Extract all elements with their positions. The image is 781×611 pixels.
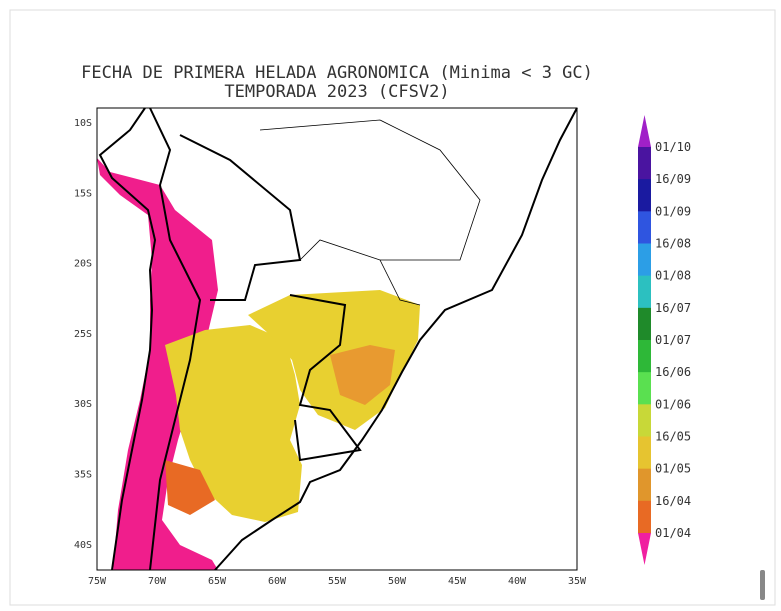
legend-swatch <box>638 340 651 373</box>
legend-label: 01/07 <box>655 333 691 347</box>
coastline <box>214 107 578 571</box>
legend-label: 01/04 <box>655 526 691 540</box>
legend-swatch <box>638 404 651 437</box>
legend-swatch <box>638 500 651 534</box>
legend-label: 16/08 <box>655 237 691 251</box>
lon-label: 50W <box>388 576 407 587</box>
lon-label: 55W <box>328 576 347 587</box>
frost-zone-early <box>97 158 218 570</box>
legend-swatch <box>638 275 651 309</box>
state-border <box>379 259 421 306</box>
lon-label: 45W <box>448 576 467 587</box>
lat-label: 40S <box>74 540 92 551</box>
coastline <box>98 107 157 571</box>
lat-label: 20S <box>74 259 92 270</box>
legend-label: 01/06 <box>655 397 691 411</box>
legend-label: 16/09 <box>655 172 691 186</box>
legend-swatch <box>638 179 651 212</box>
legend-swatch <box>638 436 651 470</box>
scrollbar <box>760 570 765 600</box>
legend-label: 01/09 <box>655 204 691 218</box>
legend-swatch <box>638 307 651 341</box>
frost-zone-mid <box>165 460 215 515</box>
state-border <box>259 119 481 261</box>
legend-swatch <box>638 533 651 565</box>
lat-label: 35S <box>74 470 92 481</box>
frost-zone-mid <box>330 345 395 405</box>
lon-label: 40W <box>508 576 527 587</box>
title-line: TEMPORADA 2023 (CFSV2) <box>224 82 449 102</box>
legend-label: 01/10 <box>655 140 691 154</box>
lat-label: 25S <box>74 329 92 340</box>
lat-label: 10S <box>74 118 92 129</box>
legend: 01/10 16/09 01/09 16/08 01/08 16/07 01/07 16/06… <box>638 115 691 565</box>
map <box>97 107 578 571</box>
legend-swatch <box>638 243 651 277</box>
country-border <box>289 294 362 462</box>
map-frame <box>96 107 578 571</box>
legend-label: 16/05 <box>655 430 691 444</box>
lon-label: 70W <box>148 576 167 587</box>
legend-label: 01/05 <box>655 462 691 476</box>
legend-swatch <box>638 211 651 244</box>
country-border <box>149 107 202 571</box>
lon-label: 35W <box>568 576 587 587</box>
lat-label: 15S <box>74 188 92 199</box>
legend-label: 16/07 <box>655 301 691 315</box>
legend-swatch <box>638 468 651 502</box>
legend-swatch <box>638 372 651 405</box>
lat-label: 30S <box>74 399 92 410</box>
legend-label: 16/06 <box>655 365 691 379</box>
lon-label: 60W <box>268 576 287 587</box>
title-line: FECHA DE PRIMERA HELADA AGRONOMICA (Mini… <box>81 63 593 83</box>
legend-swatch <box>638 147 651 180</box>
legend-label: 16/04 <box>655 494 691 508</box>
lon-label: 75W <box>88 576 107 587</box>
lon-label: 65W <box>208 576 227 587</box>
legend-swatch <box>638 115 651 147</box>
legend-label: 01/08 <box>655 269 691 283</box>
